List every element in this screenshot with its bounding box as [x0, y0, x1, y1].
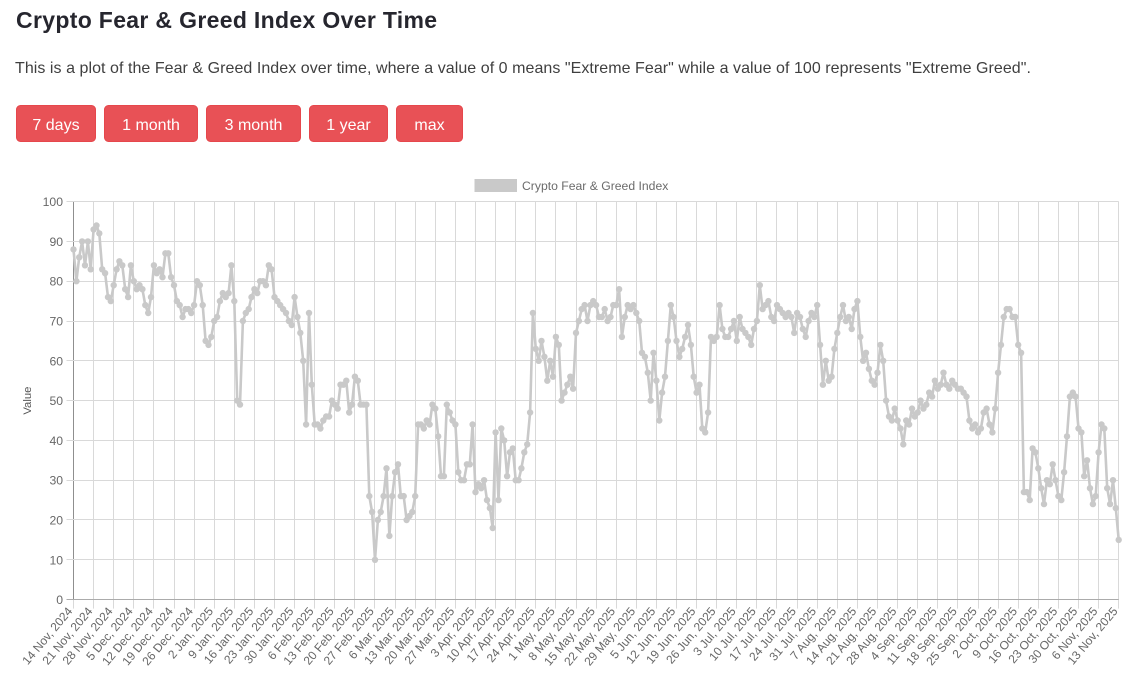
- svg-text:60: 60: [49, 355, 63, 369]
- svg-text:3 month: 3 month: [225, 117, 283, 134]
- svg-text:Value: Value: [22, 387, 34, 415]
- svg-text:70: 70: [49, 315, 63, 329]
- svg-text:80: 80: [49, 275, 63, 289]
- svg-text:40: 40: [49, 434, 63, 448]
- svg-text:90: 90: [49, 235, 63, 249]
- svg-text:20: 20: [49, 514, 63, 528]
- svg-text:7 days: 7 days: [32, 117, 79, 134]
- svg-text:max: max: [414, 117, 444, 134]
- svg-text:50: 50: [49, 395, 63, 409]
- svg-text:30: 30: [49, 474, 63, 488]
- svg-text:1 month: 1 month: [122, 117, 180, 134]
- svg-text:100: 100: [43, 196, 64, 210]
- svg-text:10: 10: [49, 554, 63, 568]
- svg-text:1 year: 1 year: [326, 117, 371, 134]
- svg-text:Crypto Fear & Greed Index: Crypto Fear & Greed Index: [522, 179, 668, 193]
- svg-text:0: 0: [56, 594, 63, 608]
